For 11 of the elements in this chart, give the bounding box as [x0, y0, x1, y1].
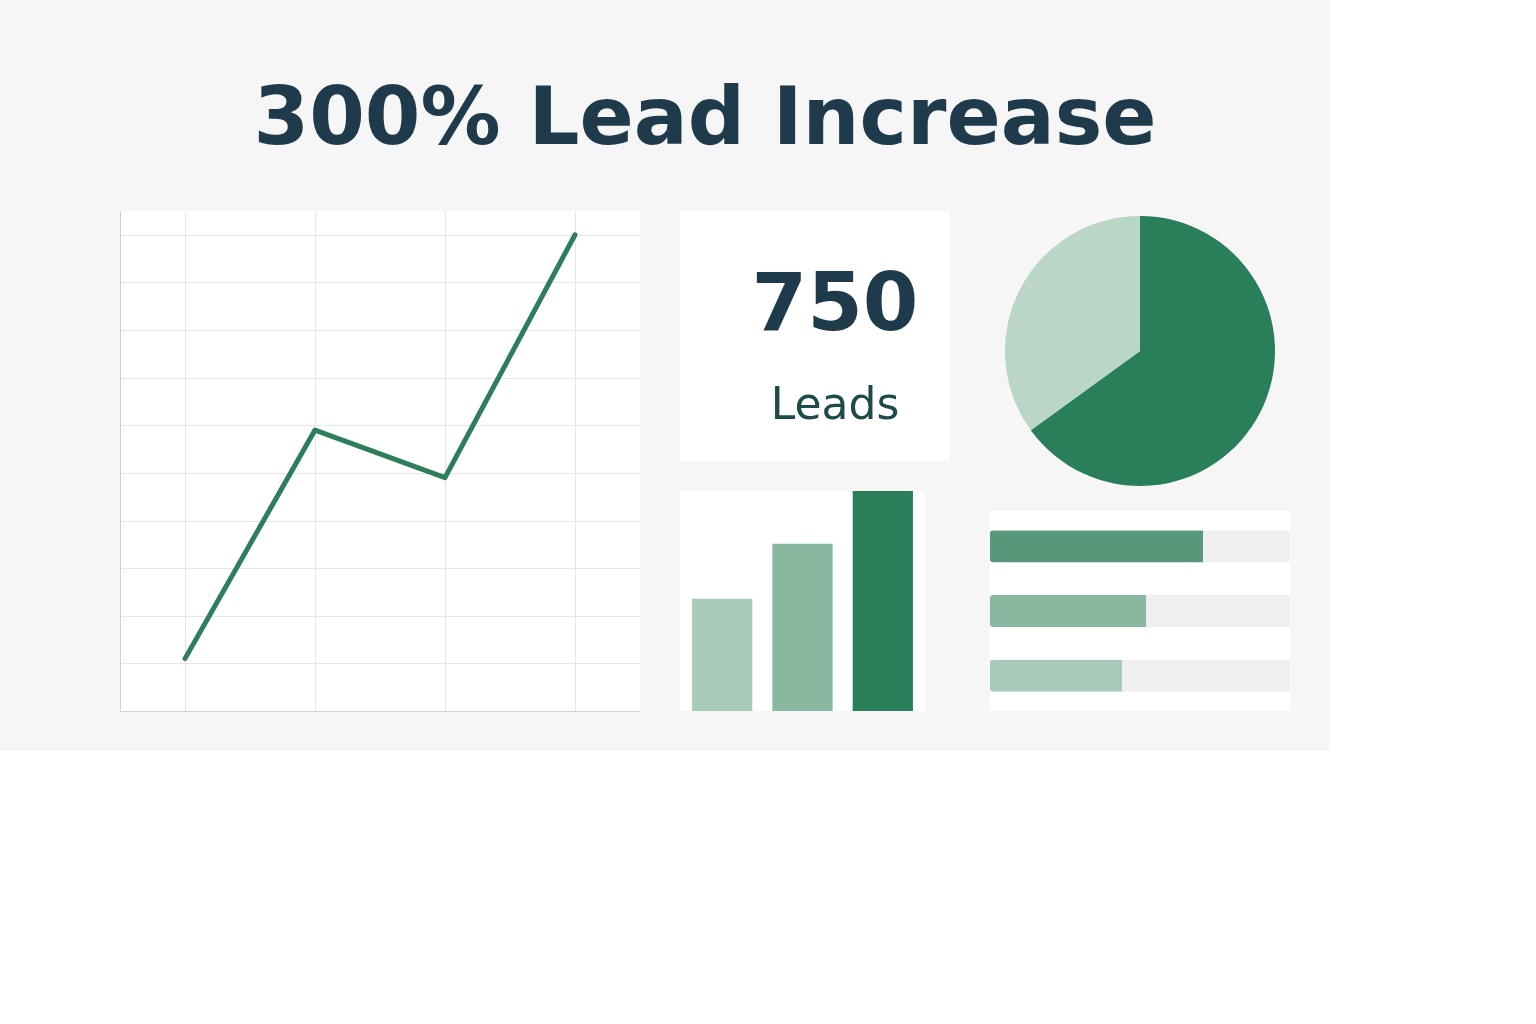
- bar: [990, 530, 1203, 563]
- bar: [1203, 530, 1290, 563]
- bar: [990, 594, 1146, 628]
- bar: [1122, 659, 1290, 692]
- chart-title: 300% Lead Increase: [253, 70, 1157, 163]
- text: 750: [751, 256, 919, 349]
- pie-slice: [1005, 216, 1140, 431]
- bar: [990, 659, 1122, 692]
- bar: [1146, 594, 1290, 628]
- pie-slice: [1030, 216, 1275, 486]
- text: Leads: [770, 378, 900, 429]
